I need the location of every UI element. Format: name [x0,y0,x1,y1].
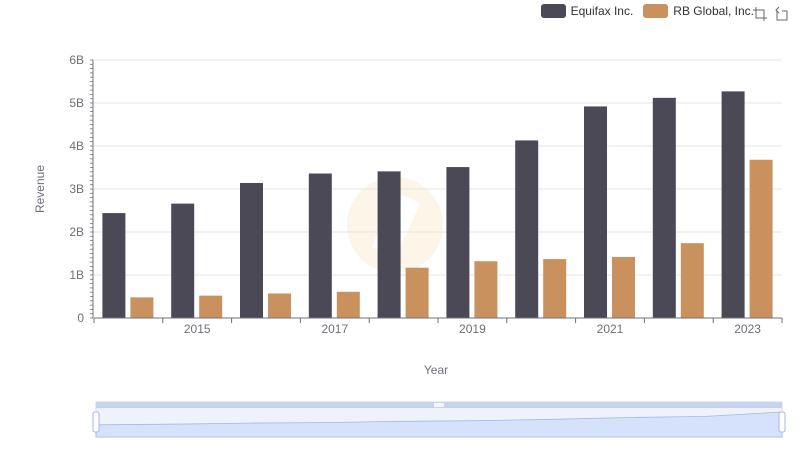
data-zoom-slider[interactable] [92,401,786,438]
bar-rb-global[interactable] [268,293,291,318]
bar-rb-global[interactable] [199,295,223,318]
bar-equifax[interactable] [377,171,401,318]
bar-equifax[interactable] [171,203,195,318]
legend-label-equifax: Equifax Inc. [570,4,634,18]
bar-rb-global[interactable] [130,297,154,318]
y-tick-label: 5B [69,96,84,110]
bar-equifax[interactable] [308,173,332,318]
bar-equifax[interactable] [446,167,470,318]
x-tick-label: 2017 [321,322,348,336]
y-tick-label: 3B [69,182,84,196]
bar-equifax[interactable] [584,106,607,318]
restore-icon[interactable] [774,6,790,22]
x-axis-label: Year [424,363,448,377]
x-axis: 2015 2017 2019 2021 2023 [93,317,783,336]
bar-rb-global[interactable] [336,291,360,318]
bar-rb-global[interactable] [612,256,635,318]
legend-swatch-rb-global [643,4,669,18]
data-zoom-move-handle[interactable] [434,403,444,407]
bar-rb-global[interactable] [543,259,567,318]
zoom-icon[interactable] [752,6,768,22]
y-tick-label: 6B [69,53,84,67]
bar-rb-global[interactable] [680,243,704,318]
legend: Equifax Inc. RB Global, Inc. [540,4,754,18]
bar-equifax[interactable] [721,91,745,318]
data-zoom-left-handle[interactable] [92,411,100,433]
y-tick-label: 4B [69,139,84,153]
bar-equifax[interactable] [652,97,676,318]
bar-series [102,91,773,318]
bar-equifax[interactable] [240,182,263,318]
toolbox [752,6,790,22]
x-tick-label: 2015 [184,322,211,336]
y-tick-label: 1B [69,268,84,282]
legend-item-equifax[interactable]: Equifax Inc. [540,4,634,18]
bar-equifax[interactable] [102,213,126,318]
x-tick-label: 2023 [734,322,761,336]
y-tick-label: 0 [77,311,84,325]
bar-rb-global[interactable] [474,261,498,318]
legend-item-rb-global[interactable]: RB Global, Inc. [643,4,754,18]
y-tick-label: 2B [69,225,84,239]
x-tick-label: 2019 [459,322,486,336]
legend-swatch-equifax [540,4,566,18]
y-axis: 0 1B 2B 3B 4B 5B 6B [69,53,94,325]
bar-equifax[interactable] [515,140,539,318]
legend-label-rb-global: RB Global, Inc. [673,4,754,18]
bar-rb-global[interactable] [749,159,773,318]
data-zoom-right-handle[interactable] [778,411,786,433]
y-axis-label: Revenue [33,165,47,213]
x-tick-label: 2021 [597,322,624,336]
bar-rb-global[interactable] [405,267,429,318]
